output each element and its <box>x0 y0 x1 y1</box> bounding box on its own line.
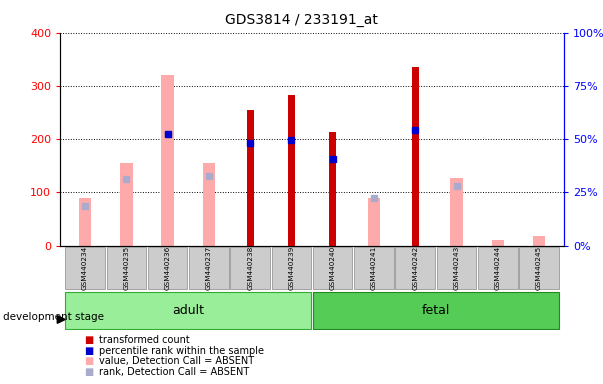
Bar <box>203 163 215 246</box>
Text: GSM440234: GSM440234 <box>82 246 88 290</box>
Text: GSM440239: GSM440239 <box>288 246 294 290</box>
Text: GSM440244: GSM440244 <box>495 246 500 290</box>
Text: ■: ■ <box>84 346 93 356</box>
Bar <box>368 198 380 246</box>
Text: GSM440241: GSM440241 <box>371 246 377 290</box>
Bar <box>313 247 353 290</box>
Bar <box>450 178 463 246</box>
Text: GSM440235: GSM440235 <box>124 246 129 290</box>
Text: ■: ■ <box>84 356 93 366</box>
Bar <box>288 95 295 246</box>
Bar <box>313 291 559 329</box>
Text: GDS3814 / 233191_at: GDS3814 / 233191_at <box>225 13 378 27</box>
Text: ■: ■ <box>84 367 93 377</box>
Bar <box>412 67 419 246</box>
Text: GSM440238: GSM440238 <box>247 246 253 290</box>
Text: GSM440240: GSM440240 <box>330 246 336 290</box>
Bar <box>148 247 188 290</box>
Bar <box>247 110 254 246</box>
Text: ■: ■ <box>84 335 93 345</box>
Text: rank, Detection Call = ABSENT: rank, Detection Call = ABSENT <box>99 367 250 377</box>
Bar <box>354 247 394 290</box>
Text: adult: adult <box>172 304 204 316</box>
Text: fetal: fetal <box>421 304 450 316</box>
Bar <box>107 247 146 290</box>
Bar <box>65 291 311 329</box>
Bar <box>329 132 336 246</box>
Text: GSM440242: GSM440242 <box>412 246 418 290</box>
Bar <box>271 247 311 290</box>
Bar <box>120 163 133 246</box>
Bar <box>519 247 559 290</box>
Bar <box>162 75 174 246</box>
Bar <box>65 247 105 290</box>
Bar <box>533 236 545 246</box>
Text: GSM440237: GSM440237 <box>206 246 212 290</box>
Bar <box>491 240 504 246</box>
Bar <box>189 247 229 290</box>
Text: value, Detection Call = ABSENT: value, Detection Call = ABSENT <box>99 356 254 366</box>
Text: GSM440243: GSM440243 <box>453 246 459 290</box>
Text: GSM440245: GSM440245 <box>536 246 542 290</box>
Bar <box>79 198 91 246</box>
Bar <box>230 247 270 290</box>
Text: transformed count: transformed count <box>99 335 190 345</box>
Text: percentile rank within the sample: percentile rank within the sample <box>99 346 265 356</box>
Bar <box>396 247 435 290</box>
Bar <box>478 247 517 290</box>
Bar <box>437 247 476 290</box>
Text: GSM440236: GSM440236 <box>165 246 171 290</box>
Text: development stage: development stage <box>3 312 104 322</box>
